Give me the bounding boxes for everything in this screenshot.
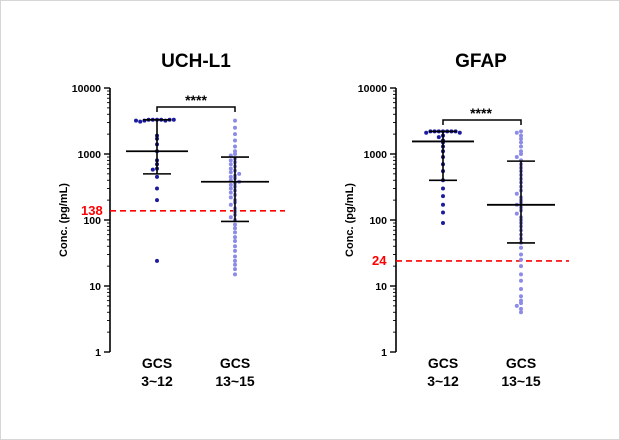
y-tick-label: 10 bbox=[89, 281, 101, 293]
panel-title: GFAP bbox=[455, 51, 507, 72]
data-point bbox=[155, 198, 159, 203]
data-point bbox=[441, 202, 445, 207]
data-point bbox=[514, 211, 519, 216]
threshold-label: 138 bbox=[81, 203, 103, 218]
data-point bbox=[441, 221, 445, 226]
y-tick-label: 10000 bbox=[72, 83, 101, 95]
data-point bbox=[233, 262, 237, 267]
data-point bbox=[233, 132, 237, 137]
threshold-label: 24 bbox=[372, 253, 387, 268]
data-point bbox=[519, 152, 523, 156]
y-tick-label: 1 bbox=[95, 347, 101, 359]
data-point bbox=[441, 194, 445, 199]
y-tick-label: 1000 bbox=[78, 149, 102, 161]
data-point bbox=[138, 119, 143, 124]
data-point bbox=[519, 129, 523, 134]
data-point bbox=[171, 117, 176, 122]
data-point bbox=[233, 144, 237, 149]
panel-title: UCH-L1 bbox=[161, 51, 231, 72]
data-point bbox=[155, 258, 159, 263]
data-point bbox=[228, 174, 233, 179]
data-point bbox=[519, 140, 523, 145]
y-tick-label: 100 bbox=[83, 215, 101, 227]
data-point bbox=[233, 138, 237, 143]
data-point bbox=[134, 118, 138, 123]
data-point bbox=[228, 190, 233, 195]
data-point bbox=[233, 239, 237, 244]
data-point bbox=[514, 191, 519, 196]
data-point bbox=[228, 202, 233, 207]
data-point bbox=[519, 245, 523, 250]
data-point bbox=[155, 186, 159, 191]
data-point bbox=[237, 171, 242, 176]
y-tick-label: 10000 bbox=[358, 83, 387, 95]
y-tick-label: 1 bbox=[381, 347, 387, 359]
data-point bbox=[233, 226, 237, 231]
data-point bbox=[228, 182, 233, 187]
data-point bbox=[233, 248, 237, 253]
data-point bbox=[228, 215, 233, 220]
data-point bbox=[233, 235, 237, 240]
data-point bbox=[228, 166, 233, 171]
data-point bbox=[233, 222, 237, 227]
data-point bbox=[519, 301, 523, 306]
data-point bbox=[228, 186, 233, 191]
x-tick-label: GCS 13~15 bbox=[215, 355, 255, 389]
data-point bbox=[519, 287, 523, 292]
data-point bbox=[233, 267, 237, 272]
data-point bbox=[514, 155, 519, 160]
data-point bbox=[514, 130, 519, 135]
data-point bbox=[441, 210, 445, 215]
data-point bbox=[233, 244, 237, 249]
significance-bracket bbox=[156, 106, 236, 112]
y-tick-label: 100 bbox=[369, 215, 387, 227]
data-point bbox=[228, 195, 233, 200]
data-point bbox=[233, 230, 237, 235]
y-axis-label: Conc. (pg/mL) bbox=[344, 183, 356, 257]
data-point bbox=[233, 152, 237, 156]
data-point bbox=[519, 306, 523, 311]
data-point bbox=[519, 133, 523, 138]
data-point bbox=[519, 136, 523, 141]
data-point bbox=[519, 278, 523, 283]
data-point bbox=[155, 174, 159, 179]
x-tick-label: GCS 3~12 bbox=[141, 355, 173, 389]
data-point bbox=[233, 118, 237, 123]
y-tick-label: 10 bbox=[375, 281, 387, 293]
data-point bbox=[514, 303, 519, 308]
x-tick-label: GCS 13~15 bbox=[501, 355, 541, 389]
data-point bbox=[424, 130, 429, 135]
y-axis-label: Conc. (pg/mL) bbox=[58, 183, 70, 257]
data-point bbox=[441, 186, 445, 191]
data-point bbox=[519, 264, 523, 269]
data-point bbox=[519, 294, 523, 299]
x-tick-label: GCS 3~12 bbox=[427, 355, 459, 389]
significance-bracket bbox=[442, 119, 522, 125]
data-point bbox=[228, 162, 233, 167]
data-point bbox=[233, 125, 237, 130]
significance-label: **** bbox=[470, 105, 492, 121]
data-point bbox=[150, 167, 155, 172]
data-point bbox=[519, 144, 523, 149]
significance-label: **** bbox=[185, 92, 207, 108]
data-point bbox=[228, 158, 233, 163]
y-tick-label: 1000 bbox=[364, 149, 388, 161]
data-point bbox=[233, 254, 237, 259]
data-point bbox=[519, 272, 523, 277]
data-point bbox=[228, 170, 233, 175]
data-point bbox=[233, 272, 237, 277]
data-point bbox=[233, 258, 237, 263]
data-point bbox=[519, 257, 523, 262]
data-point bbox=[436, 135, 441, 140]
data-point bbox=[457, 130, 462, 135]
data-point bbox=[519, 310, 523, 315]
data-point bbox=[519, 252, 523, 257]
